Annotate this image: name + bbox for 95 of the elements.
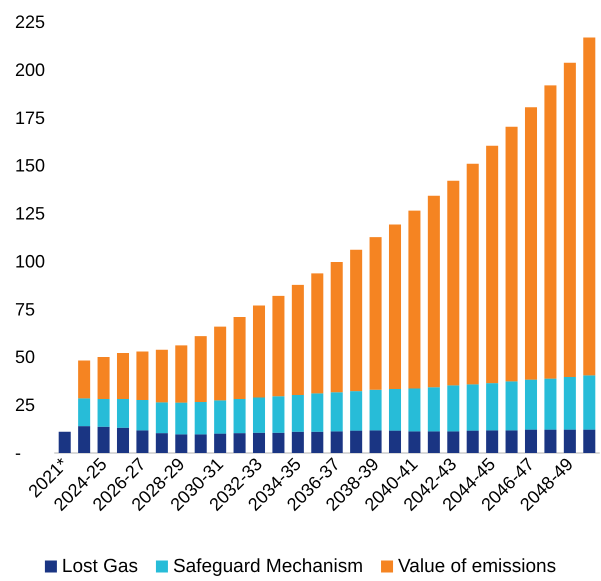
bar — [388, 430, 402, 453]
bar — [78, 426, 90, 453]
bar — [330, 392, 343, 432]
bar — [583, 38, 596, 376]
bar — [116, 398, 130, 428]
bar — [428, 431, 440, 453]
bar — [350, 391, 362, 431]
bar — [272, 396, 284, 433]
y-tick-label: 200 — [15, 60, 46, 80]
bar — [98, 426, 110, 453]
bar — [136, 400, 148, 430]
bar — [175, 434, 188, 453]
y-tick-label: 150 — [15, 156, 46, 176]
bar — [447, 431, 460, 453]
y-tick-label: - — [15, 443, 21, 463]
bar — [234, 398, 246, 434]
bar — [98, 398, 110, 427]
bar — [428, 196, 440, 388]
bar — [156, 402, 168, 434]
bar — [330, 431, 343, 453]
bar — [156, 433, 168, 453]
bar — [78, 398, 90, 426]
bar — [234, 433, 246, 453]
bar — [428, 387, 440, 432]
bar — [116, 428, 130, 453]
bar — [408, 431, 420, 453]
bar — [583, 430, 596, 453]
bar — [466, 384, 479, 431]
bar — [292, 432, 304, 453]
bar — [311, 273, 324, 394]
legend-label: Safeguard Mechanism — [172, 556, 364, 577]
bar — [506, 126, 518, 382]
legend-label: Lost Gas — [62, 556, 138, 577]
bar — [136, 351, 148, 400]
bar — [350, 430, 362, 453]
bar — [350, 250, 362, 392]
bar — [194, 434, 207, 453]
bar — [524, 107, 538, 380]
bar — [214, 434, 226, 453]
bar — [564, 376, 576, 430]
bar — [564, 430, 576, 453]
bar — [116, 353, 130, 399]
bar — [544, 85, 556, 379]
bar — [214, 400, 226, 434]
bar — [292, 394, 304, 432]
bar — [408, 210, 420, 388]
bar — [252, 397, 266, 433]
bar — [234, 316, 246, 399]
bar — [175, 402, 188, 434]
bar — [272, 432, 284, 453]
bar — [78, 360, 90, 398]
bar — [506, 381, 518, 430]
bar — [311, 393, 324, 432]
y-tick-label: 25 — [15, 395, 36, 416]
bar — [524, 430, 538, 453]
bar — [98, 357, 110, 399]
y-tick-label: 225 — [15, 12, 46, 32]
bar — [447, 385, 460, 432]
bar — [583, 375, 596, 430]
bar — [370, 430, 382, 453]
bar — [524, 380, 538, 430]
bar — [136, 430, 148, 453]
bar — [311, 432, 324, 453]
bar — [370, 237, 382, 390]
bar — [486, 383, 498, 430]
y-tick-label: 175 — [15, 108, 46, 128]
bar — [252, 306, 266, 398]
bar — [175, 345, 188, 403]
bar — [156, 350, 168, 402]
bar — [330, 262, 343, 392]
y-tick-label: 125 — [15, 204, 46, 224]
bar — [486, 430, 498, 453]
y-tick-label: 50 — [15, 347, 36, 368]
bar — [252, 432, 266, 453]
bar — [564, 62, 576, 377]
bar — [292, 284, 304, 395]
bar — [214, 326, 226, 400]
bar — [388, 224, 402, 390]
bar — [272, 296, 284, 396]
y-tick-label: 100 — [15, 251, 46, 272]
bar — [466, 164, 479, 384]
bar — [544, 378, 556, 430]
bar — [506, 430, 518, 453]
bar — [447, 180, 460, 386]
bar — [370, 390, 382, 430]
bar — [486, 146, 498, 384]
legend-label: Value of emissions — [398, 556, 556, 577]
bar — [388, 389, 402, 431]
bar — [58, 432, 71, 453]
bar — [408, 388, 420, 432]
bar — [466, 430, 479, 453]
y-tick-label: 75 — [15, 299, 36, 320]
bar — [544, 430, 556, 453]
bar — [194, 336, 207, 402]
bar — [194, 402, 207, 434]
